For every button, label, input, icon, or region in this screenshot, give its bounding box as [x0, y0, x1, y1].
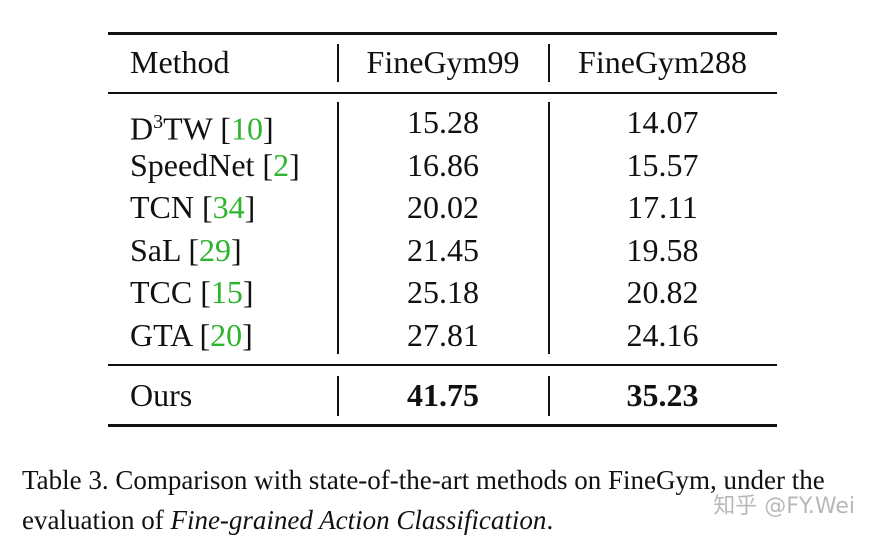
caption-italic: Fine-grained Action Classification — [170, 505, 547, 535]
method-name: Ours — [130, 377, 193, 413]
value-cell: 21.45 — [407, 231, 479, 268]
bottom-rule — [108, 424, 777, 427]
method-name: TCN — [130, 189, 194, 226]
header-rule — [108, 92, 777, 94]
method-cell: TCN [34] — [130, 187, 255, 227]
method-name: D — [130, 110, 154, 147]
mid-rule — [108, 364, 777, 366]
value-cell: 16.86 — [407, 146, 479, 183]
method-cell: SaL [29] — [130, 230, 242, 270]
caption: Table 3. Comparison with state-of-the-ar… — [22, 460, 867, 540]
value-cell: 15.57 — [626, 146, 699, 183]
method-name: SaL — [130, 231, 181, 268]
value-cell: 41.75 — [407, 377, 479, 413]
col-sep — [548, 44, 550, 82]
col-sep — [548, 102, 550, 354]
value-cell: 24.16 — [626, 317, 699, 353]
citation: [10] — [220, 110, 274, 147]
method-name: TCC — [130, 274, 193, 311]
caption-label: Table 3. — [22, 465, 109, 495]
col-sep — [337, 102, 339, 354]
citation: [29] — [188, 231, 242, 268]
method-cell: TCC [15] — [130, 272, 254, 312]
value-cell: 14.07 — [626, 104, 699, 140]
method-cell: Ours — [130, 375, 192, 415]
header-cell: Method — [130, 44, 230, 80]
watermark: 知乎 @FY.Wei — [713, 494, 855, 519]
header-cell: FineGym99 — [366, 44, 520, 80]
citation: [2] — [262, 146, 300, 183]
method-name: SpeedNet — [130, 146, 255, 183]
method-name: TW — [163, 110, 213, 147]
value-cell: 20.82 — [626, 274, 699, 311]
method-sup: 3 — [153, 111, 164, 133]
top-rule — [108, 32, 777, 35]
method-cell: SpeedNet [2] — [130, 145, 300, 185]
value-cell: 17.11 — [627, 189, 698, 226]
value-cell: 25.18 — [407, 274, 479, 311]
caption-text: Comparison with state-of-the-art methods… — [22, 465, 825, 535]
citation: [34] — [202, 189, 256, 226]
value-cell: 20.02 — [407, 189, 479, 226]
citation: [20] — [199, 317, 253, 353]
header-cell: FineGym288 — [578, 44, 747, 80]
value-cell: 19.58 — [626, 231, 699, 268]
value-cell: 35.23 — [626, 377, 699, 413]
col-sep — [337, 376, 339, 416]
caption-end: . — [546, 505, 554, 535]
col-sep — [337, 44, 339, 82]
citation: [15] — [200, 274, 254, 311]
method-cell: D3TW [10] — [130, 102, 274, 149]
value-cell: 15.28 — [407, 104, 479, 140]
value-cell: 27.81 — [407, 317, 479, 353]
method-name: GTA — [130, 317, 192, 353]
col-sep — [548, 376, 550, 416]
method-cell: GTA [20] — [130, 315, 253, 355]
